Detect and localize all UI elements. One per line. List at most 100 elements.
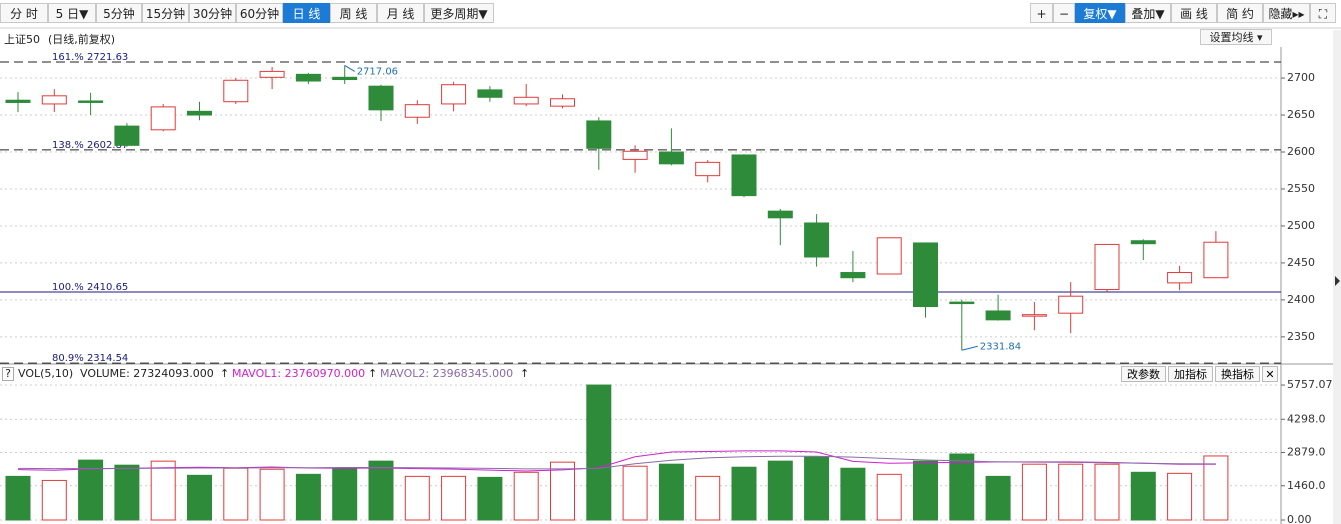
candle-body — [114, 125, 140, 146]
candle-body — [840, 272, 866, 279]
candle-body — [586, 120, 612, 149]
candle-body — [295, 73, 321, 82]
candle-body — [477, 89, 503, 98]
period-button[interactable]: 分 时 — [0, 3, 48, 23]
period-button[interactable]: 日 线 — [283, 3, 330, 23]
reference-label: 138.% 2602.87 — [52, 140, 128, 151]
candle-body — [622, 150, 648, 160]
ma-line — [17, 455, 1216, 470]
low-pointer — [961, 345, 978, 351]
volume-bar — [78, 459, 104, 521]
candle-body — [658, 151, 684, 165]
low-label: 2331.84 — [980, 341, 1021, 352]
candle-body — [1130, 240, 1156, 245]
period-button[interactable]: 周 线 — [330, 3, 377, 23]
candle-body — [804, 222, 830, 258]
volume-bar — [477, 476, 503, 521]
indicator-button[interactable]: 改参数 — [1121, 366, 1166, 382]
y-tick-label: 2550 — [1287, 182, 1315, 195]
legend-entry: MAVOL1: 23760970.000 — [232, 367, 366, 380]
y-tick-label: 2500 — [1287, 219, 1315, 232]
volume-bar — [1203, 455, 1229, 521]
y-tick-label: 2350 — [1287, 330, 1315, 343]
candle-body — [731, 154, 757, 197]
candle-body — [695, 161, 721, 177]
volume-bar — [804, 456, 830, 521]
legend-arrow: ↑ — [520, 367, 530, 380]
period-button[interactable]: 30分钟 — [189, 3, 236, 23]
help[interactable]: ? — [2, 367, 14, 381]
candle-body — [767, 210, 793, 219]
volume-bar — [1130, 471, 1156, 521]
candle-body — [441, 84, 467, 105]
period-button[interactable]: 5 日▼ — [48, 3, 96, 23]
period-button[interactable]: 月 线 — [377, 3, 424, 23]
volume-bar — [404, 475, 430, 521]
period-button[interactable]: 60分钟 — [236, 3, 283, 23]
volume-bar — [513, 471, 539, 521]
reference-label: 80.9% 2314.54 — [52, 353, 128, 364]
candle-body — [1094, 243, 1120, 291]
tool-button[interactable]: − — [1053, 3, 1075, 23]
volume-bar — [114, 464, 140, 521]
y-tick-label: 0.00 — [1287, 513, 1312, 524]
ma-button[interactable]: 设置均线 ▾ — [1200, 29, 1272, 45]
candle-body — [985, 310, 1011, 321]
volume-bar — [1021, 463, 1047, 521]
volume-bar — [1058, 463, 1084, 521]
candle-body — [913, 242, 938, 308]
period-button[interactable]: 更多周期▼ — [424, 3, 494, 23]
volume-bar — [41, 479, 67, 521]
indicator-button[interactable]: 加指标 — [1168, 366, 1213, 382]
scroll-arrow[interactable] — [1335, 276, 1340, 286]
tool-button[interactable]: ⛶ — [1310, 3, 1336, 23]
indicator-button[interactable]: 换指标 — [1215, 366, 1260, 382]
tool-button[interactable]: 简 约 — [1217, 3, 1263, 23]
volume-bar — [295, 473, 321, 521]
y-tick-label: 2650 — [1287, 108, 1315, 121]
volume-bar — [586, 384, 612, 521]
candle-body — [41, 95, 67, 105]
volume-bar — [622, 465, 648, 521]
candle-body — [1058, 295, 1084, 314]
volume-bar — [1167, 472, 1193, 521]
volume-bar — [223, 467, 249, 521]
candle-body — [550, 98, 575, 107]
symbol: 上证50 — [4, 33, 40, 46]
volume-bar — [840, 467, 866, 521]
y-tick-label: 2879.0 — [1287, 446, 1326, 459]
candle-body — [368, 85, 394, 111]
mode: (日线,前复权) — [48, 33, 116, 46]
legend-arrow: ↑ — [368, 367, 378, 380]
volume-bar — [695, 475, 721, 521]
volume-bar — [332, 467, 358, 521]
reference-label: 161.% 2721.63 — [52, 52, 128, 63]
tool-button[interactable]: 复权▼ — [1075, 3, 1125, 23]
volume-bar — [913, 460, 938, 521]
legend-entry: MAVOL2: 23968345.000 — [380, 367, 514, 380]
period-button[interactable]: 15分钟 — [142, 3, 189, 23]
tool-button[interactable]: 叠加▼ — [1125, 3, 1171, 23]
volume-bar — [187, 474, 212, 521]
indicator-button[interactable]: ✕ — [1262, 366, 1278, 382]
scrollbar[interactable] — [1333, 30, 1341, 524]
reference-label: 100.% 2410.65 — [52, 282, 128, 293]
tool-button[interactable]: 画 线 — [1171, 3, 1217, 23]
volume-bar — [985, 475, 1011, 521]
volume-bar — [550, 461, 575, 521]
tool-button[interactable]: + — [1030, 3, 1053, 23]
high-label: 2717.06 — [357, 66, 398, 77]
candle-body — [5, 99, 31, 103]
candle-body — [150, 106, 176, 131]
candle-body — [187, 110, 212, 116]
candle-body — [259, 70, 285, 78]
y-tick-label: 1460.0 — [1287, 479, 1326, 492]
tool-button[interactable]: 隐藏▸▸ — [1263, 3, 1310, 23]
candle-body — [78, 100, 104, 103]
volume-bar — [368, 460, 394, 521]
volume-bar — [5, 475, 31, 521]
legend-arrow: ↑ — [220, 367, 230, 380]
y-tick-label: 2450 — [1287, 256, 1315, 269]
period-button[interactable]: 5分钟 — [96, 3, 142, 23]
